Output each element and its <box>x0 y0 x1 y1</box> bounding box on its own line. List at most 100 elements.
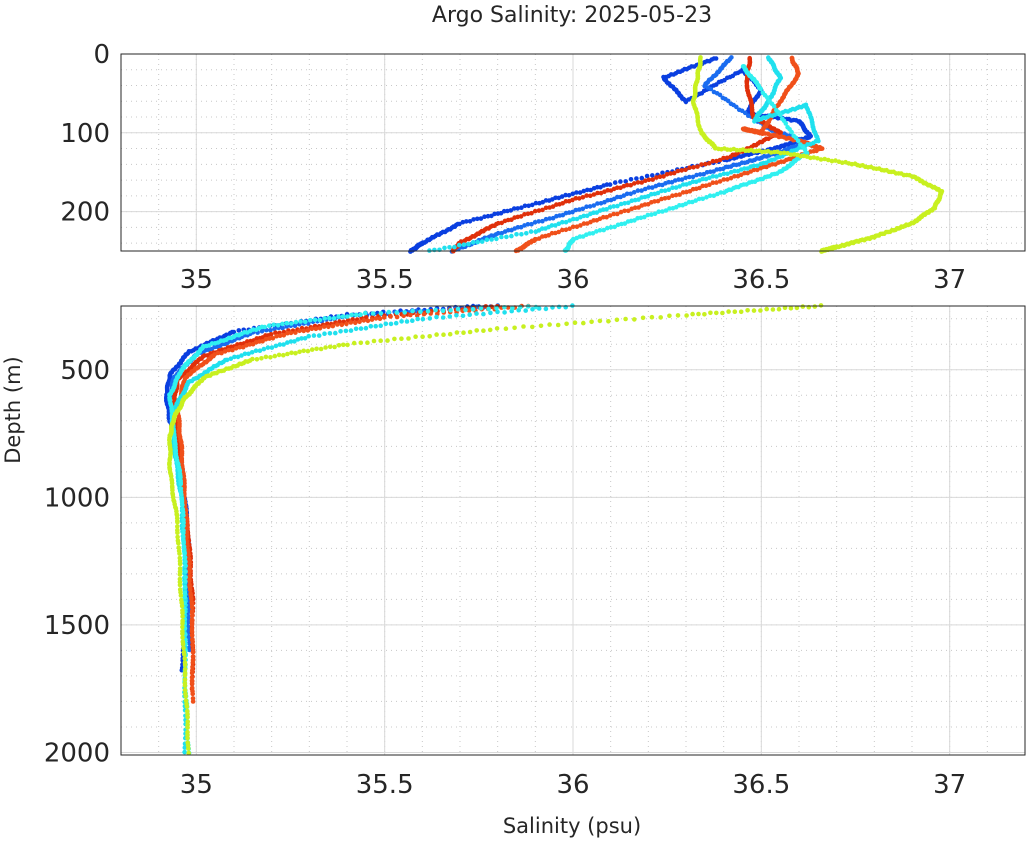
data-point <box>693 179 699 185</box>
data-point <box>178 593 184 598</box>
data-point <box>478 216 484 221</box>
data-point <box>358 326 364 331</box>
x-tick-label: 36 <box>556 265 589 295</box>
data-point <box>309 326 315 332</box>
data-point <box>707 193 713 198</box>
data-point <box>488 310 493 316</box>
data-point <box>447 245 452 250</box>
data-point <box>528 229 534 234</box>
data-point <box>399 336 404 342</box>
data-point <box>394 314 400 320</box>
data-point <box>228 356 234 362</box>
data-point <box>263 336 269 342</box>
upper-data-points <box>408 55 945 254</box>
data-point <box>536 208 542 213</box>
data-point <box>182 673 188 678</box>
data-point <box>669 180 675 185</box>
data-point <box>509 233 514 239</box>
data-point <box>560 227 565 233</box>
data-point <box>628 191 633 197</box>
data-point <box>181 541 186 546</box>
data-point <box>717 92 723 98</box>
data-point <box>735 168 741 174</box>
y-tick-label: 500 <box>60 356 110 386</box>
data-point <box>687 174 692 180</box>
data-point <box>273 343 279 349</box>
profile-series <box>167 303 824 756</box>
data-point <box>321 324 327 329</box>
data-point <box>549 230 555 236</box>
data-point <box>182 555 188 560</box>
data-point <box>563 192 568 198</box>
x-tick-label: 37 <box>933 265 966 295</box>
data-point <box>662 196 668 201</box>
data-point <box>467 329 473 335</box>
data-point <box>464 219 469 224</box>
data-point <box>588 187 593 193</box>
data-point <box>408 312 413 318</box>
data-point <box>486 306 491 312</box>
data-point <box>572 320 578 326</box>
data-point <box>728 154 733 159</box>
data-point <box>632 197 638 203</box>
data-point <box>778 112 783 118</box>
data-point <box>625 219 631 224</box>
data-point <box>268 328 273 333</box>
data-point <box>703 161 708 167</box>
data-point <box>288 330 294 336</box>
data-point <box>800 304 806 309</box>
data-point <box>642 186 648 192</box>
data-point <box>606 319 611 324</box>
data-point <box>475 239 480 245</box>
data-point <box>184 526 190 531</box>
data-point <box>721 155 726 161</box>
profile-series <box>690 55 945 254</box>
data-point <box>272 353 278 359</box>
data-point <box>189 681 195 686</box>
data-point <box>481 328 486 334</box>
data-point <box>393 320 399 326</box>
lower-grid <box>120 306 1026 755</box>
data-point <box>614 317 620 323</box>
data-point <box>373 316 379 321</box>
data-point <box>710 180 716 185</box>
data-point <box>670 206 676 211</box>
data-point <box>176 540 181 546</box>
data-point <box>323 345 328 350</box>
data-point <box>632 317 637 322</box>
data-point <box>222 349 228 354</box>
data-point <box>340 314 346 319</box>
data-point <box>305 328 311 333</box>
data-point <box>724 155 730 161</box>
data-point <box>306 333 312 339</box>
data-point <box>499 220 505 226</box>
data-point <box>502 218 508 224</box>
data-point <box>573 207 579 213</box>
data-point <box>652 191 657 197</box>
data-point <box>494 305 499 311</box>
data-point <box>645 212 651 218</box>
data-point <box>297 328 302 334</box>
data-point <box>742 110 748 116</box>
data-point <box>684 182 689 187</box>
data-point <box>353 320 358 326</box>
data-point <box>643 178 648 183</box>
data-point <box>178 475 183 480</box>
data-point <box>696 311 701 317</box>
data-point <box>284 320 290 326</box>
data-point <box>770 307 776 312</box>
data-point <box>335 322 340 327</box>
data-point <box>533 200 539 206</box>
data-point <box>556 304 562 310</box>
data-point <box>189 685 195 691</box>
data-point <box>301 328 307 334</box>
data-point <box>650 177 655 182</box>
data-point <box>182 687 188 693</box>
data-point <box>808 155 813 161</box>
data-point <box>680 182 686 187</box>
data-point <box>487 327 493 333</box>
data-point <box>358 312 363 318</box>
data-point <box>183 698 189 703</box>
data-point <box>758 161 764 167</box>
data-point <box>183 575 188 580</box>
